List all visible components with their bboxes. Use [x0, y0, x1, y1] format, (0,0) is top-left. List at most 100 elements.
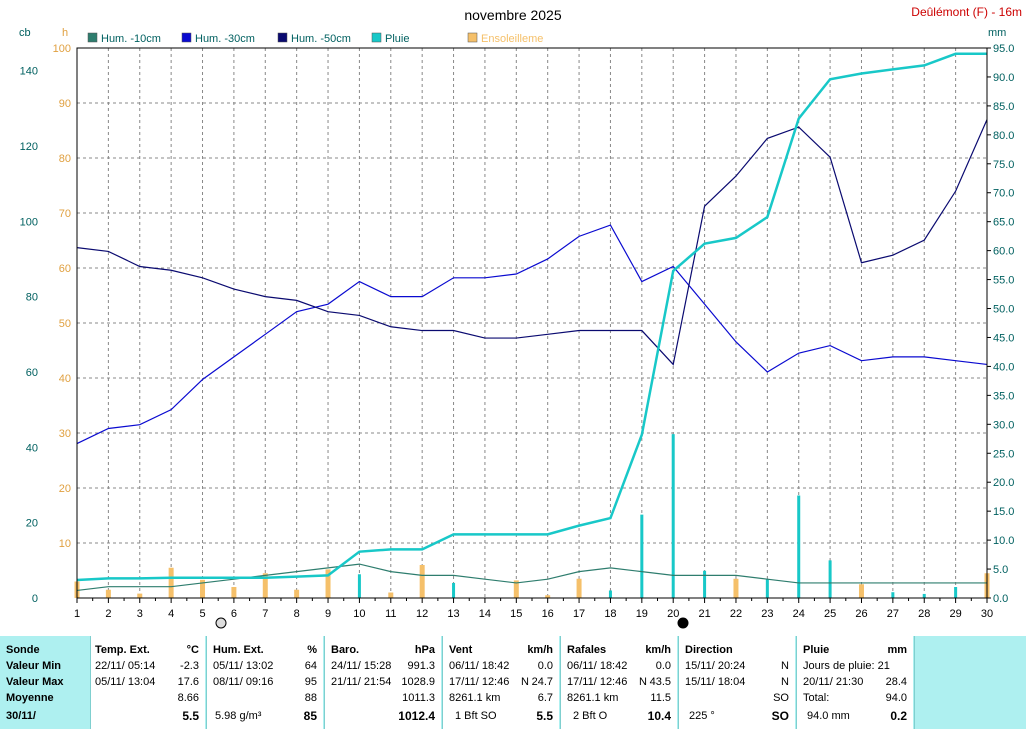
right-tick-label: 60.0 [993, 246, 1014, 258]
bar-ensoleilleme [733, 578, 739, 598]
vent-min-value: 0.0 [537, 660, 553, 672]
bar-pluie [703, 570, 707, 598]
left1-tick-label: 60 [26, 367, 38, 379]
x-tick-label: 6 [231, 608, 237, 620]
right-unit: mm [988, 27, 1006, 39]
bar-pluie [765, 578, 769, 598]
pluie-max-time: 20/11/ 21:30 [803, 676, 864, 688]
legend-label: Hum. -30cm [195, 33, 255, 45]
direction-mean: SO [773, 692, 789, 704]
baro-cell: Baro. hPa 24/11/ 15:28 991.3 21/11/ 21:5… [324, 636, 441, 729]
lines [76, 52, 988, 592]
direction-min-time: 15/11/ 20:24 [685, 660, 746, 672]
right-tick-label: 65.0 [993, 217, 1014, 229]
bar-pluie [452, 582, 456, 598]
pluie-cumulative: 94.0 mm [807, 710, 850, 722]
left1-tick-label: 100 [20, 216, 38, 228]
direction-title: Direction [685, 644, 733, 656]
rafales-max-time: 17/11/ 12:46 [567, 676, 628, 688]
line-hum-10cm [76, 563, 987, 592]
plot-frame [76, 47, 988, 599]
right-tick-label: 80.0 [993, 130, 1014, 142]
x-tick-label: 21 [698, 608, 710, 620]
right-tick-label: 75.0 [993, 159, 1014, 171]
bar-ensoleilleme [168, 567, 174, 598]
bar-ensoleilleme [200, 579, 206, 598]
bar-ensoleilleme [545, 595, 551, 598]
moon-phase-markers [215, 617, 689, 629]
temp-title: Temp. Ext. [95, 644, 150, 656]
direction-cell: Direction 15/11/ 20:24 N 15/11/ 18:04 N … [678, 636, 795, 729]
bar-ensoleilleme [576, 578, 582, 598]
label-min: Valeur Min [6, 660, 62, 672]
bar-ensoleilleme [105, 589, 111, 598]
rafales-max-value: 43.5 [649, 676, 671, 688]
baro-unit: hPa [414, 644, 435, 656]
x-tick-label: 26 [855, 608, 867, 620]
vent-mean: 6.7 [537, 692, 553, 704]
bar-ensoleilleme [858, 584, 864, 598]
tick-labels: 1 2 3 4 5 6 7 8 9 10 11 12 13 14 15 16 17 18 19 20 21 22 23 24 2… [20, 43, 1015, 620]
right-tick-label: 45.0 [993, 332, 1014, 344]
x-tick-label: 4 [168, 608, 174, 620]
pluie-title: Pluie [803, 644, 830, 656]
bar-pluie [922, 593, 926, 598]
left2-tick-label: 70 [59, 208, 71, 220]
legend-label: Pluie [385, 33, 409, 45]
hum-max-time: 08/11/ 09:16 [213, 676, 274, 688]
right-tick-label: 0.0 [993, 593, 1008, 605]
vent-current: 5.5 [536, 709, 553, 723]
rafales-max-direction: N [639, 676, 647, 688]
x-tick-label: 13 [447, 608, 459, 620]
bar-ensoleilleme [513, 580, 519, 598]
x-tick-label: 1 [74, 608, 80, 620]
x-tick-label: 27 [887, 608, 899, 620]
temp-min-time: 22/11/ 05:14 [95, 660, 156, 672]
pluie-unit: mm [887, 644, 907, 656]
label-moyenne: Moyenne [6, 692, 54, 704]
x-tick-label: 2 [105, 608, 111, 620]
legend-label: Hum. -50cm [291, 33, 351, 45]
left2-tick-label: 90 [59, 98, 71, 110]
x-tick-label: 18 [604, 608, 616, 620]
pluie-current: 0.2 [890, 709, 907, 723]
vent-max-direction: N [521, 676, 529, 688]
line-hum-30cm [76, 224, 988, 445]
direction-degrees: 225 ° [689, 710, 715, 722]
right-tick-label: 10.0 [993, 535, 1014, 547]
hum-min-time: 05/11/ 13:02 [213, 660, 274, 672]
left2-tick-label: 50 [59, 318, 71, 330]
rafales-min-time: 06/11/ 18:42 [567, 660, 628, 672]
left2-tick-label: 100 [53, 43, 71, 55]
line-hum-50cm [76, 119, 988, 366]
x-tick-label: 14 [479, 608, 491, 620]
vent-title: Vent [449, 644, 473, 656]
x-tick-label: 8 [294, 608, 300, 620]
empty-cell [914, 636, 1026, 729]
left1-tick-label: 40 [26, 442, 38, 454]
left2-tick-label: 10 [59, 538, 71, 550]
x-tick-label: 19 [636, 608, 648, 620]
x-tick-label: 11 [385, 608, 396, 620]
pluie-rain-days: Jours de pluie: 21 [803, 660, 890, 672]
temp-current: 5.5 [182, 709, 199, 723]
bar-pluie [671, 434, 675, 598]
line-pluie [76, 52, 987, 582]
right-tick-label: 70.0 [993, 188, 1014, 200]
x-tick-label: 16 [542, 608, 554, 620]
temp-mean: 8.66 [177, 692, 199, 704]
vent-max-time: 17/11/ 12:46 [449, 676, 510, 688]
bar-pluie [640, 514, 644, 598]
hum-cell: Hum. Ext. % 05/11/ 13:02 64 08/11/ 09:16… [206, 636, 323, 729]
direction-current: SO [771, 709, 789, 723]
baro-title: Baro. [331, 644, 360, 656]
chart-title: novembre 2025 [464, 7, 562, 23]
bar-ensoleilleme [262, 573, 268, 598]
x-tick-label: 3 [137, 608, 143, 620]
bar-pluie [797, 495, 801, 598]
x-tick-label: 15 [510, 608, 522, 620]
right-tick-label: 50.0 [993, 304, 1014, 316]
right-tick-label: 5.0 [993, 564, 1008, 576]
baro-max-time: 21/11/ 21:54 [331, 676, 392, 688]
right-tick-label: 30.0 [993, 419, 1014, 431]
